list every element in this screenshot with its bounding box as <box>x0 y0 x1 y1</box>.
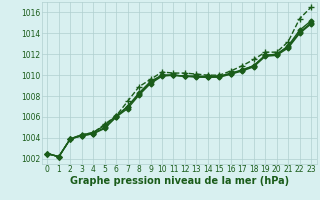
X-axis label: Graphe pression niveau de la mer (hPa): Graphe pression niveau de la mer (hPa) <box>70 176 289 186</box>
